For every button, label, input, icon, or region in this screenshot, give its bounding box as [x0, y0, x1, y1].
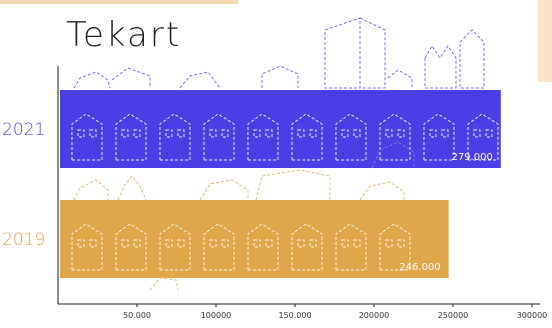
house-window: [221, 129, 229, 138]
bar-houses-2021: [71, 113, 499, 161]
house-outline: [291, 223, 323, 271]
house-window: [209, 239, 217, 248]
house-outline: [335, 113, 367, 161]
house-window: [121, 129, 129, 138]
house-window: [341, 129, 349, 138]
house-window: [353, 239, 361, 248]
house-window: [385, 129, 393, 138]
house-outline: [291, 113, 323, 161]
house-window: [309, 239, 317, 248]
house-outline: [379, 223, 411, 271]
category-labels: 2021 2019: [2, 120, 45, 250]
house-window: [473, 129, 481, 138]
house-window: [165, 239, 173, 248]
value-label-2019: 246.000: [399, 262, 440, 273]
house-outline: [71, 223, 103, 271]
x-tick-label: 200000: [359, 311, 390, 320]
house-window: [353, 129, 361, 138]
category-label-2021: 2021: [2, 120, 45, 140]
house-outline: [203, 223, 235, 271]
house-outline: [115, 113, 147, 161]
house-window: [133, 129, 141, 138]
x-tick-label: 100000: [201, 311, 232, 320]
house-window: [89, 129, 97, 138]
house-window: [133, 239, 141, 248]
right-frame-strip: [538, 0, 552, 82]
bar-houses-2019: [71, 223, 411, 271]
x-tick-label: 150.000: [278, 311, 311, 320]
house-window: [177, 239, 185, 248]
logo-text: Tekart: [66, 15, 181, 55]
house-window: [397, 239, 405, 248]
house-window: [177, 129, 185, 138]
decorative-houses-mid: [73, 141, 415, 291]
house-window: [165, 129, 173, 138]
house-window: [297, 239, 305, 248]
house-outline: [115, 223, 147, 271]
top-frame-strip: [0, 0, 238, 4]
house-outline: [159, 223, 191, 271]
house-window: [253, 129, 261, 138]
x-tick-label: 250000: [438, 311, 469, 320]
house-window: [253, 239, 261, 248]
house-outline: [71, 113, 103, 161]
x-axis: [57, 66, 540, 305]
house-window: [77, 129, 85, 138]
house-window: [265, 239, 273, 248]
house-window: [385, 239, 393, 248]
value-label-2021: 279.000: [451, 152, 492, 163]
decorative-houses-top: [73, 17, 485, 89]
house-outline: [335, 223, 367, 271]
house-outline: [423, 113, 455, 161]
house-outline: [467, 113, 499, 161]
x-axis-ticks: 50.000 100000 150.000 200000 250000 300000: [123, 304, 547, 320]
house-outline: [203, 113, 235, 161]
tekart-logo: Tekart: [66, 15, 181, 55]
house-window: [77, 239, 85, 248]
house-window: [221, 239, 229, 248]
house-window: [309, 129, 317, 138]
house-window: [89, 239, 97, 248]
house-window: [397, 129, 405, 138]
bar-2021: [60, 90, 501, 168]
house-outline: [159, 113, 191, 161]
x-tick-label: 50.000: [123, 311, 151, 320]
house-window: [429, 129, 437, 138]
house-outline: [379, 113, 411, 161]
house-outline: [247, 223, 279, 271]
house-window: [485, 129, 493, 138]
house-window: [297, 129, 305, 138]
x-tick-label: 300000: [517, 311, 548, 320]
bar-2019: [60, 200, 449, 278]
category-label-2019: 2019: [2, 230, 45, 250]
bars-group: 279.000 246.000: [60, 90, 501, 278]
house-window: [441, 129, 449, 138]
house-window: [265, 129, 273, 138]
house-window: [121, 239, 129, 248]
house-window: [341, 239, 349, 248]
house-outline: [247, 113, 279, 161]
house-window: [209, 129, 217, 138]
